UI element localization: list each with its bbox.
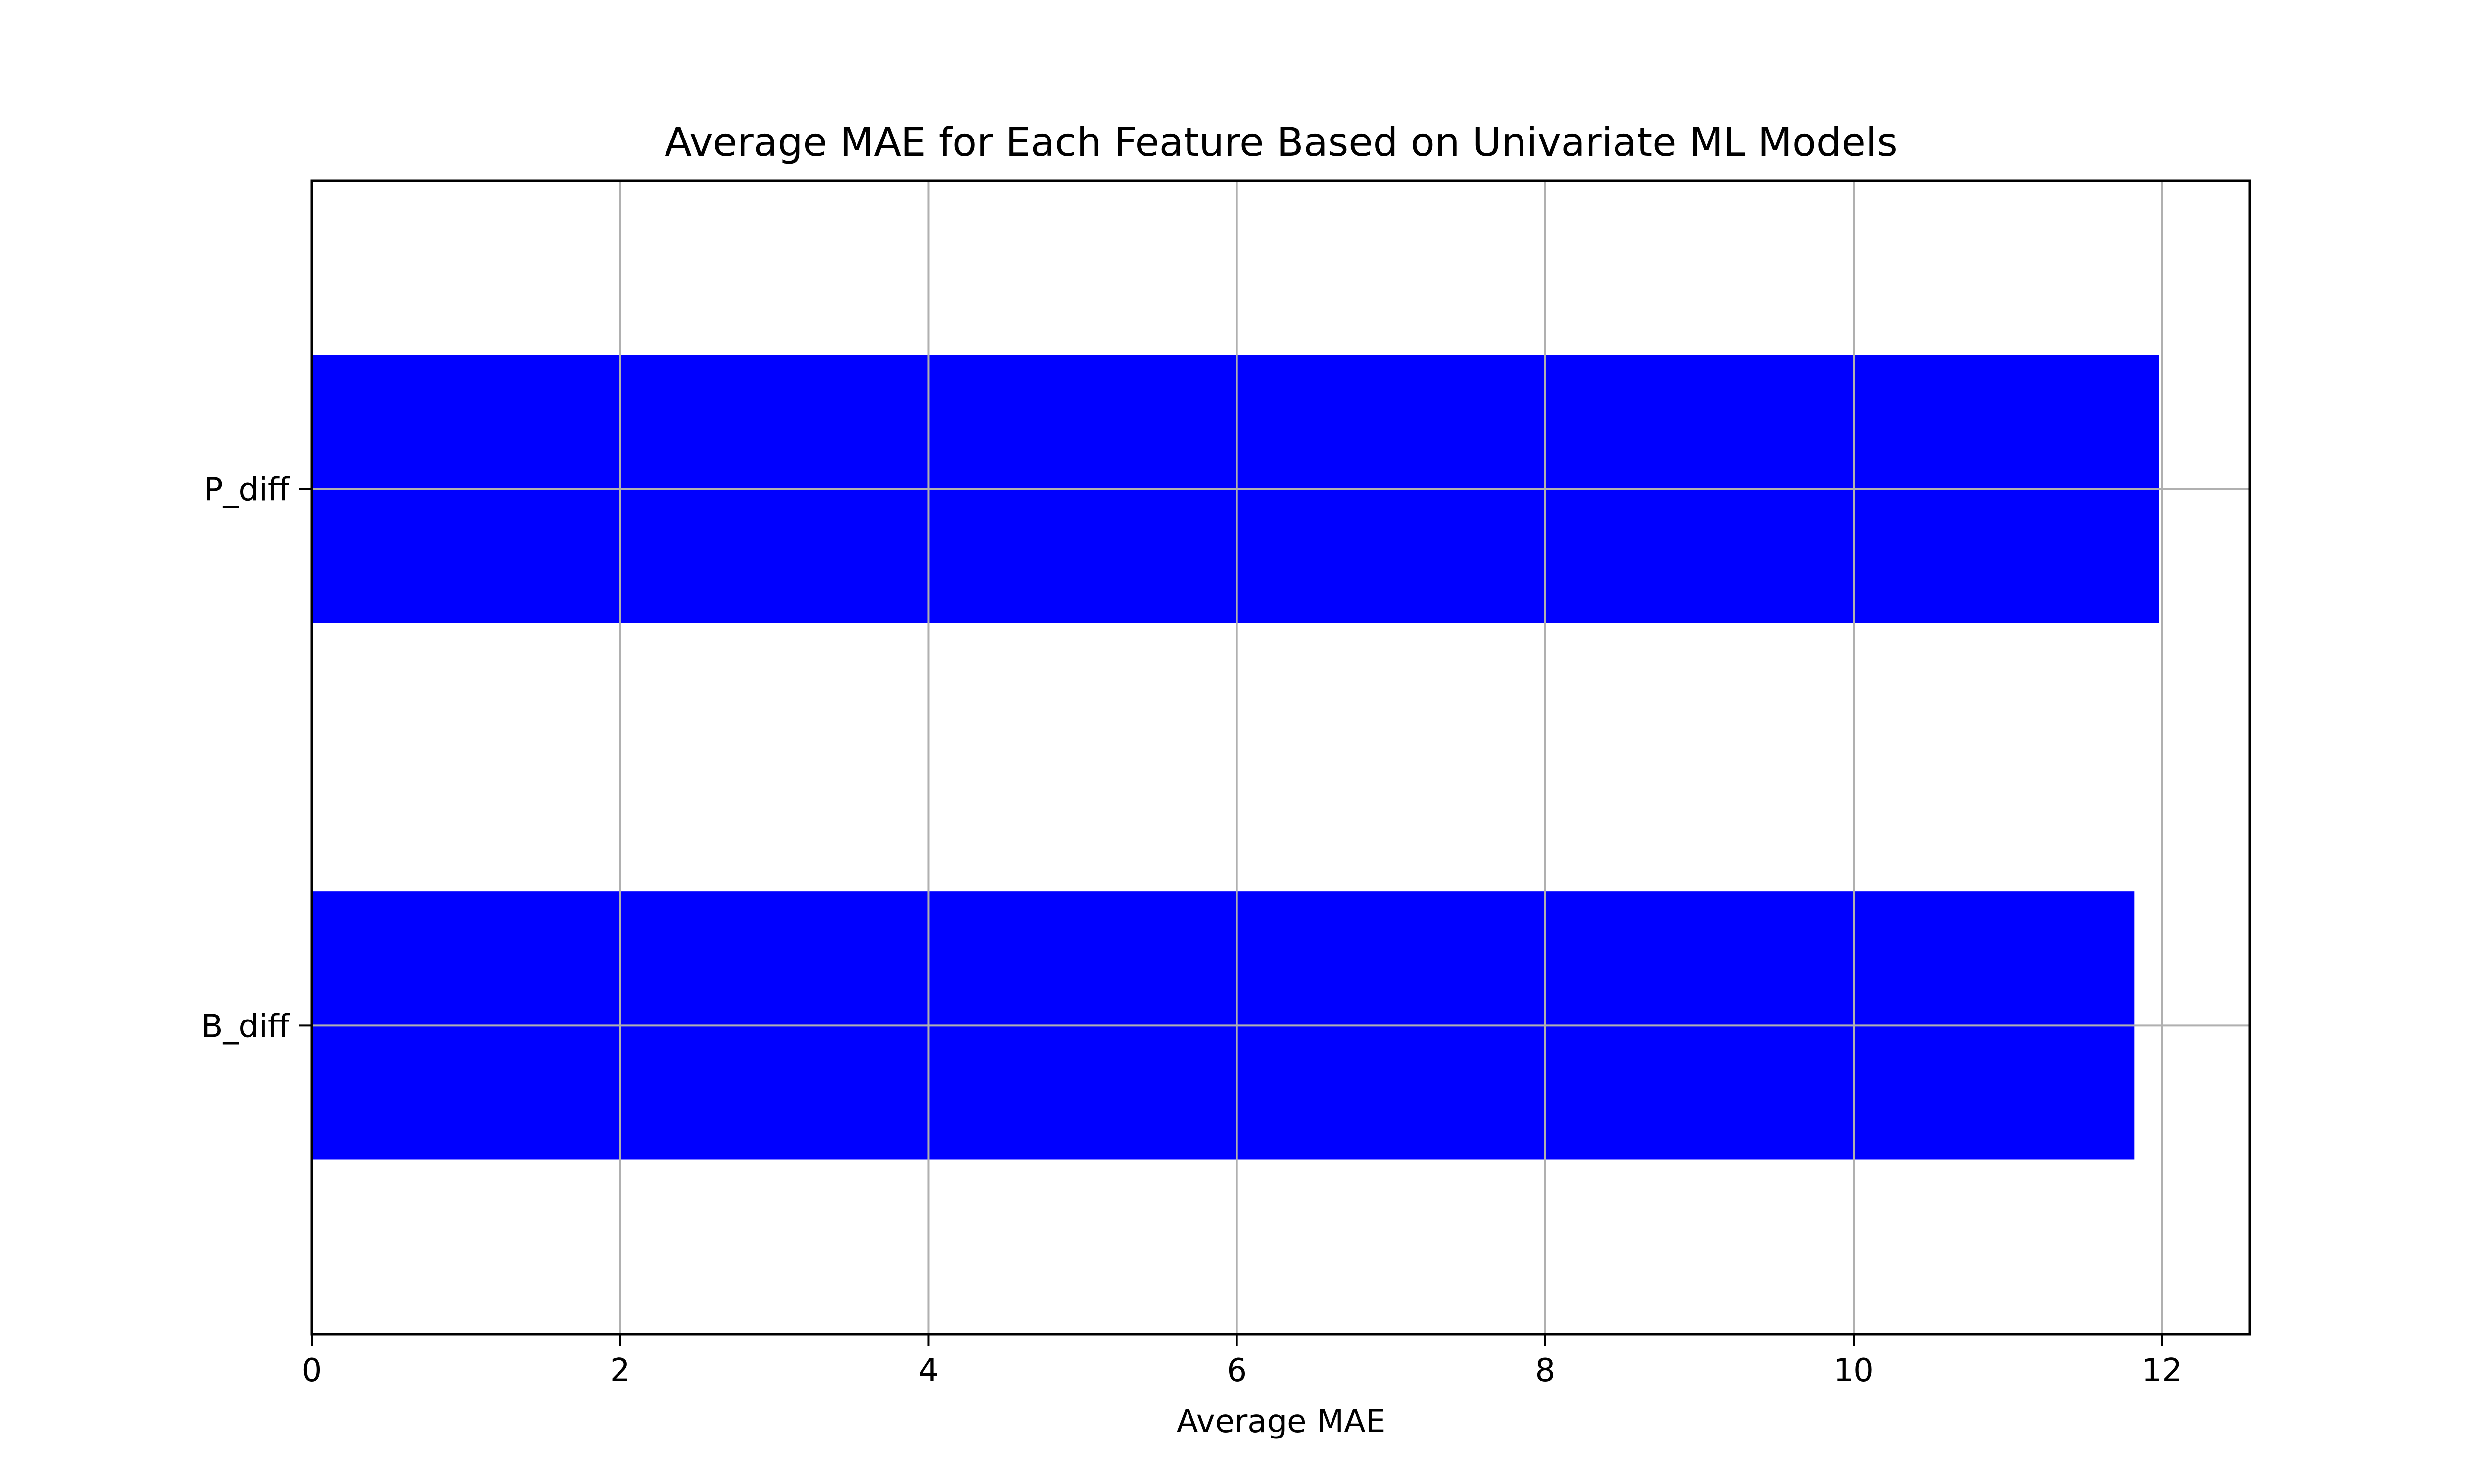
x-tick-label: 4 (918, 1352, 939, 1389)
y-tick-label: P_diff (204, 472, 290, 509)
x-tick-label: 2 (610, 1352, 630, 1389)
x-tick-label: 0 (302, 1352, 322, 1389)
y-tick-label: B_diff (201, 1008, 290, 1045)
x-tick-label: 12 (2142, 1352, 2182, 1389)
x-tick-label: 8 (1535, 1352, 1556, 1389)
x-tick-label: 10 (1833, 1352, 1873, 1389)
y-axis-ticks: B_diff P_diff (201, 472, 312, 1045)
x-axis-label: Average MAE (1177, 1403, 1386, 1440)
plot-frame (310, 179, 2251, 1336)
chart-title: Average MAE for Each Feature Based on Un… (665, 119, 1898, 165)
x-axis-ticks: 0 2 4 6 8 10 12 (302, 1334, 2182, 1389)
x-tick-label: 6 (1227, 1352, 1247, 1389)
